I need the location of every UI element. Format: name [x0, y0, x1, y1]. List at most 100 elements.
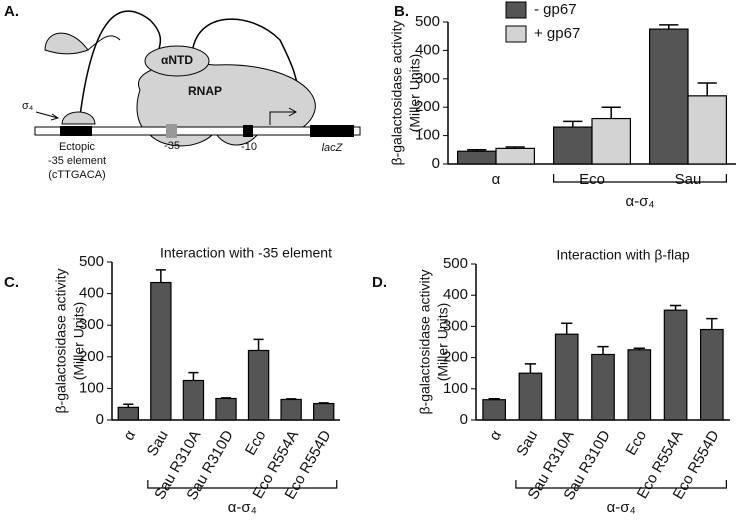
- y-tick-label: 0: [460, 411, 468, 428]
- error-bar: [697, 82, 717, 96]
- y-tick-label: 100: [79, 379, 104, 396]
- bar: [495, 147, 536, 165]
- y-tick-label: 400: [415, 41, 440, 58]
- m10-box: [243, 125, 253, 137]
- legend-label: + gp67: [534, 25, 580, 42]
- y-axis-label: (Miller Units): [407, 54, 423, 133]
- bar: [482, 399, 506, 421]
- antd-label: αNTD: [161, 53, 193, 67]
- bar: [687, 95, 728, 165]
- legend-swatch: [505, 25, 527, 43]
- y-tick-label: 300: [443, 317, 468, 334]
- error-bar: [563, 120, 583, 128]
- panel-label: B.: [394, 3, 409, 20]
- x-tick-label: Eco: [623, 427, 651, 458]
- bracket: [147, 480, 338, 489]
- error-bar: [597, 345, 609, 355]
- ectopic-box: [60, 126, 92, 136]
- x-tick-label: Eco: [579, 171, 605, 188]
- error-bar: [467, 149, 487, 152]
- error-bar: [505, 146, 525, 149]
- bar: [280, 398, 302, 421]
- bar: [247, 349, 270, 421]
- x-tick-label: Sau: [144, 427, 172, 459]
- bar: [552, 126, 593, 165]
- bar: [700, 328, 724, 421]
- y-tick-label: 300: [415, 70, 440, 87]
- legend-label: - gp67: [534, 1, 577, 18]
- y-tick-label: 500: [415, 13, 440, 30]
- m35-box: [166, 124, 177, 138]
- y-axis-label: β-galactosidase activity: [417, 269, 433, 414]
- bar: [518, 372, 543, 421]
- error-bar: [318, 402, 329, 404]
- chart-title: Interaction with -35 element: [160, 245, 332, 261]
- ectopic-label: Ectopic: [59, 141, 96, 153]
- bar: [663, 309, 688, 421]
- error-bar: [561, 322, 573, 335]
- group-label: α-σ₄: [625, 193, 654, 210]
- linker: [87, 35, 121, 51]
- x-tick-label: α: [486, 427, 505, 443]
- y-axis-label: β-galactosidase activity: [389, 20, 405, 165]
- bracket: [553, 174, 727, 183]
- bar: [591, 353, 615, 421]
- y-tick-label: 100: [443, 380, 468, 397]
- bar: [313, 402, 335, 421]
- y-axis-label: (Miller Units): [71, 302, 87, 381]
- bar: [648, 28, 689, 165]
- bar: [591, 117, 632, 165]
- sigma4: [61, 111, 96, 125]
- diagram: A. αNTD RNAP σ₄ Ectopic -35 element (cTT…: [4, 3, 361, 181]
- alpha-ctd: [44, 32, 89, 55]
- y-tick-label: 500: [443, 255, 468, 272]
- sigma-label: σ₄: [22, 100, 34, 112]
- error-bar: [706, 317, 718, 330]
- y-tick-label: 400: [443, 286, 468, 303]
- y-tick-label: 500: [79, 253, 104, 270]
- error-bar: [659, 24, 679, 30]
- y-axis-label: (Miller Units): [435, 303, 451, 382]
- m35-label: -35: [164, 140, 180, 152]
- arrow-head: [50, 113, 60, 121]
- x-tick-label: Eco: [242, 427, 270, 458]
- y-tick-label: 200: [415, 98, 440, 115]
- panel-label: D.: [372, 274, 387, 291]
- bracket: [515, 480, 727, 489]
- error-bar: [601, 106, 621, 119]
- x-tick-label: α: [120, 427, 139, 443]
- dna: [34, 126, 361, 136]
- ectopic-label: -35 element: [48, 155, 106, 167]
- tss-arrow-head: [288, 107, 298, 117]
- error-bar: [286, 398, 297, 400]
- y-axis-label: β-galactosidase activity: [53, 268, 69, 413]
- chart-title: Interaction with β-flap: [556, 247, 690, 263]
- group-label: α-σ₄: [607, 499, 636, 516]
- legend-swatch: [505, 1, 527, 19]
- bar: [182, 379, 205, 421]
- error-bar: [633, 347, 645, 350]
- error-bar: [220, 397, 232, 399]
- error-bar: [155, 269, 166, 283]
- y-tick-label: 0: [432, 155, 440, 172]
- bar: [457, 150, 497, 165]
- bar: [215, 397, 237, 421]
- error-bar: [669, 304, 682, 311]
- x-tick-label: Sau: [513, 427, 541, 459]
- y-tick-label: 0: [96, 411, 104, 428]
- lacz-label: lacZ: [322, 142, 344, 154]
- rnap-label: RNAP: [188, 84, 222, 98]
- error-bar: [123, 403, 134, 408]
- arrow: [35, 111, 59, 119]
- y-tick-label: 100: [415, 127, 440, 144]
- bar: [150, 281, 172, 421]
- error-bar: [488, 398, 500, 400]
- ectopic-label: (cTTGACA): [48, 169, 105, 181]
- error-bar: [253, 338, 264, 351]
- bar: [554, 333, 579, 421]
- y-tick-label: 400: [79, 285, 104, 302]
- error-bar: [524, 363, 537, 374]
- lacz-box: [310, 125, 354, 137]
- y-tick-label: 300: [79, 316, 104, 333]
